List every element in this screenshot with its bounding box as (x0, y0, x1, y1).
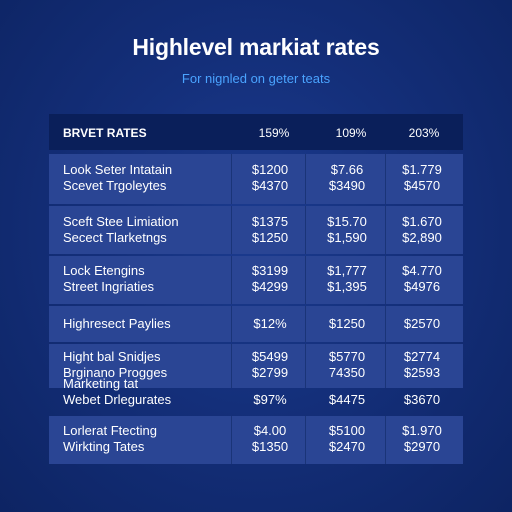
row-value: $4299 (251, 279, 289, 294)
table-header: BRVET RATES 159% 109% 203% (49, 114, 463, 150)
row-label: Hight bal Snidjes (63, 349, 161, 364)
row-value: 74350 (328, 365, 366, 380)
row-label: Look Seter Intatain (63, 162, 173, 177)
row-value: $97% (253, 392, 287, 407)
table-group: Marketing tat Webet Drlegurates $97% $44… (49, 374, 463, 410)
row-value: $2470 (328, 439, 366, 454)
row-value: $4.770 (402, 263, 442, 278)
row-value: $4976 (403, 279, 441, 294)
row-label: Highresect Paylies (63, 316, 171, 331)
row-value: $12% (253, 316, 287, 331)
row-value: $1,590 (327, 230, 367, 245)
row-value: $4475 (328, 392, 366, 407)
row-value: $4370 (251, 178, 289, 193)
row-value: $2570 (403, 316, 441, 331)
row-value: $2970 (403, 439, 441, 454)
row-value: $2799 (251, 365, 289, 380)
row-value: $1,395 (327, 279, 367, 294)
row-value: $4570 (403, 178, 441, 193)
row-value: $4.00 (253, 423, 287, 438)
table-group: Look Seter Intatain $1200 $7.66 $1.779 S… (49, 154, 463, 204)
row-value: $1200 (251, 162, 289, 177)
row-label: Scevet Trgoleytes (63, 178, 167, 193)
row-value: $1,777 (327, 263, 367, 278)
row-value: $5770 (328, 349, 366, 364)
row-label: Webet Drlegurates (63, 392, 172, 407)
row-value: $2774 (403, 349, 441, 364)
row-value: $3670 (403, 392, 441, 407)
row-value: $1350 (251, 439, 289, 454)
row-value: $1250 (251, 230, 289, 245)
table-group: Hight bal Snidjes $5499 $5770 $2774 Brgi… (49, 344, 463, 388)
header-col-1: 159% (258, 126, 290, 140)
row-label: Brginano Progges (63, 365, 168, 380)
row-label: Lock Etengins (63, 263, 145, 278)
row-value: $1.670 (402, 214, 442, 229)
row-label: Sceft Stee Limiation (63, 214, 179, 229)
header-label: BRVET RATES (63, 126, 147, 140)
row-value: $5100 (328, 423, 366, 438)
table-group: Highresect Paylies $12% $1250 $2570 (49, 306, 463, 342)
row-value: $3199 (251, 263, 289, 278)
row-value: $1375 (251, 214, 289, 229)
row-value: $3490 (328, 178, 366, 193)
row-value: $7.66 (330, 162, 364, 177)
row-label: Secect Tlarketngs (63, 230, 167, 245)
row-value: $1.970 (402, 423, 442, 438)
row-label: Lorlerat Ftecting (63, 423, 157, 438)
row-label: Marketing tat (63, 376, 139, 391)
row-value: $1250 (328, 316, 366, 331)
table-group: Lorlerat Ftecting $4.00 $5100 $1.970 Wir… (49, 416, 463, 464)
row-value: $5499 (251, 349, 289, 364)
header-col-3: 203% (408, 126, 440, 140)
row-label: Street Ingriaties (63, 279, 155, 294)
rates-table: BRVET RATES 159% 109% 203% Look Seter In… (49, 114, 463, 464)
row-value: $1.779 (402, 162, 442, 177)
table-group: Sceft Stee Limiation $1375 $15.70 $1.670… (49, 206, 463, 254)
table-group: Lock Etengins $3199 $1,777 $4.770 Street… (49, 256, 463, 304)
row-value: $15.70 (327, 214, 367, 229)
page-subtitle: For nignled on geter teats (181, 71, 331, 86)
row-value: $2,890 (402, 230, 442, 245)
page-title: Highlevel markiat rates (132, 34, 380, 60)
row-label: Wirkting Tates (63, 439, 145, 454)
row-value: $2593 (403, 365, 441, 380)
header-col-2: 109% (335, 126, 367, 140)
